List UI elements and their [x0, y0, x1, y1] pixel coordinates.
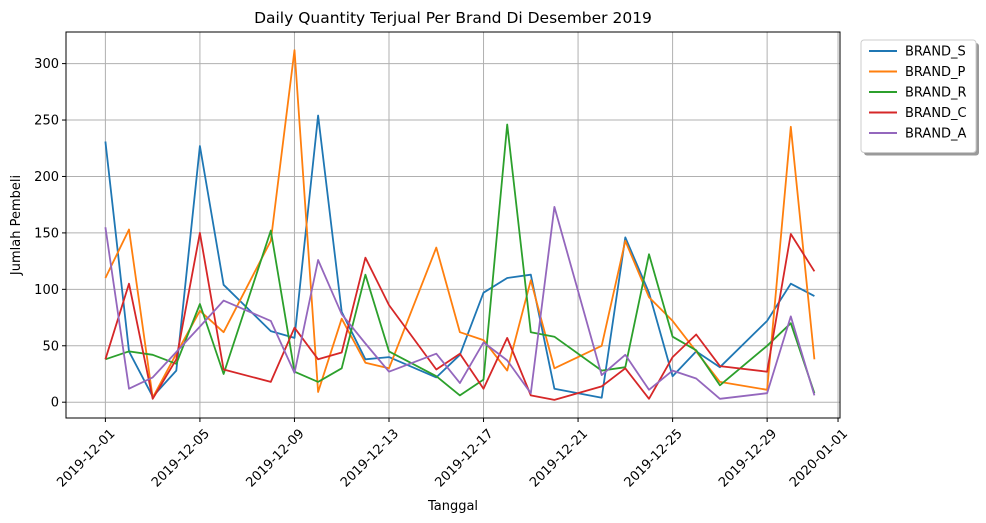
series-line-brand-a: [104, 205, 816, 400]
legend-box: [860, 39, 977, 153]
series-line-brand-r: [105, 123, 816, 397]
legend: BRAND_S BRAND_P BRAND_R BRAND_C BRAND_A: [860, 39, 979, 156]
y-axis-ticks: 0 50 100 150 200 250 300: [34, 57, 66, 411]
chart-title: Daily Quantity Terjual Per Brand Di Dese…: [254, 9, 652, 27]
y-tick-label: 250: [34, 114, 59, 129]
y-axis-label: Jumlah Pembeli: [9, 175, 24, 276]
legend-label: BRAND_C: [905, 106, 967, 121]
x-tick-label: 2019-12-25: [622, 426, 686, 490]
y-tick-label: 150: [34, 226, 59, 241]
x-tick-label: 2019-12-29: [716, 426, 780, 490]
plot-area-frame: [65, 31, 841, 419]
y-tick-label: 200: [34, 170, 59, 185]
y-tick-label: 100: [34, 283, 59, 298]
x-tick-label: 2019-12-17: [433, 426, 497, 490]
x-axis-ticks: 2019-12-01 2019-12-05 2019-12-09 2019-12-13…: [54, 418, 851, 490]
x-tick-label: 2019-12-05: [149, 426, 213, 490]
x-axis-label: Tanggal: [427, 499, 478, 514]
x-tick-label: 2019-12-13: [338, 426, 402, 490]
x-tick-label: 2020-01-01: [787, 426, 851, 490]
legend-label: BRAND_R: [905, 86, 967, 101]
x-tick-label: 2019-12-01: [54, 426, 118, 490]
grid: [66, 32, 840, 418]
y-tick-label: 300: [34, 57, 59, 72]
legend-label: BRAND_P: [905, 65, 966, 80]
y-tick-label: 0: [51, 396, 59, 411]
y-tick-label: 50: [42, 339, 59, 354]
legend-label: BRAND_S: [905, 45, 966, 60]
series-line-brand-s: [104, 114, 815, 399]
series-lines: [104, 49, 816, 401]
x-tick-label: 2019-12-09: [243, 426, 307, 490]
series-line-brand-c: [104, 231, 816, 401]
x-tick-label: 2019-12-21: [527, 426, 591, 490]
legend-label: BRAND_A: [905, 127, 967, 142]
